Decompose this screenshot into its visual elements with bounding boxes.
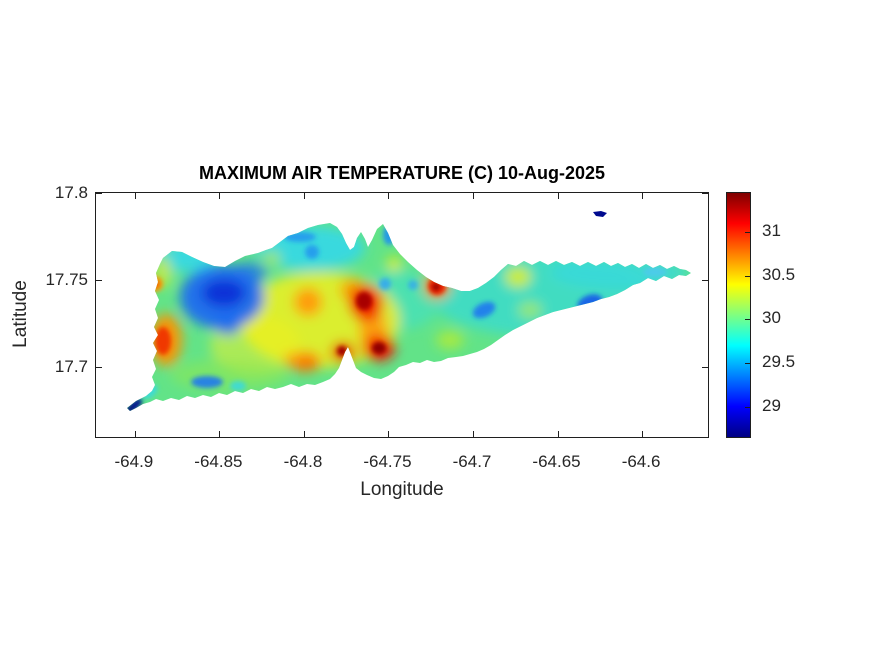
colorbar-tick-label: 30 — [762, 308, 781, 328]
axis-tick — [473, 193, 474, 199]
colorbar-tick-label: 31 — [762, 220, 781, 240]
colorbar-tick-label: 29.5 — [762, 352, 796, 372]
temperature-surface-svg — [127, 211, 691, 411]
axis-tick — [702, 367, 708, 368]
colorbar-tick-label: 29 — [762, 396, 781, 416]
colorbar — [726, 192, 751, 438]
x-tick-label: -64.7 — [452, 452, 492, 471]
axis-tick — [135, 193, 136, 199]
axis-tick — [219, 431, 220, 437]
colorbar-tick — [745, 232, 750, 233]
axis-tick — [219, 193, 220, 199]
chart-title: MAXIMUM AIR TEMPERATURE (C) 10-Aug-2025 — [198, 163, 606, 183]
axis-tick — [558, 431, 559, 437]
x-tick-label: -64.85 — [194, 452, 243, 471]
colorbar-tick — [745, 276, 750, 277]
axis-tick — [96, 280, 102, 281]
axis-tick — [304, 193, 305, 199]
x-tick-label: -64.9 — [114, 452, 154, 471]
plot-area — [95, 192, 709, 438]
offshore-islet — [593, 211, 607, 217]
axis-tick — [702, 280, 708, 281]
axis-tick — [388, 431, 389, 437]
y-tick-label: 17.7 — [54, 357, 88, 377]
axis-tick — [642, 431, 643, 437]
x-tick-label: -64.8 — [283, 452, 323, 471]
axis-tick — [558, 193, 559, 199]
axis-tick — [304, 431, 305, 437]
colorbar-tick-label: 30.5 — [762, 264, 796, 284]
axis-tick — [702, 193, 708, 194]
y-tick-label: 17.75 — [45, 270, 88, 290]
colorbar-tick — [745, 319, 750, 320]
colorbar-tick — [745, 363, 750, 364]
axis-tick — [388, 193, 389, 199]
island-region — [127, 223, 691, 411]
axis-tick — [96, 193, 102, 194]
axis-tick — [642, 193, 643, 199]
x-axis-label: Longitude — [360, 479, 444, 500]
x-tick-label: -64.75 — [363, 452, 412, 471]
axis-tick — [473, 431, 474, 437]
y-tick-label: 17.8 — [54, 183, 88, 202]
axis-tick — [96, 367, 102, 368]
axis-tick — [135, 431, 136, 437]
x-tick-label: -64.6 — [621, 452, 661, 471]
x-tick-label: -64.65 — [532, 452, 581, 471]
colorbar-tick — [745, 407, 750, 408]
